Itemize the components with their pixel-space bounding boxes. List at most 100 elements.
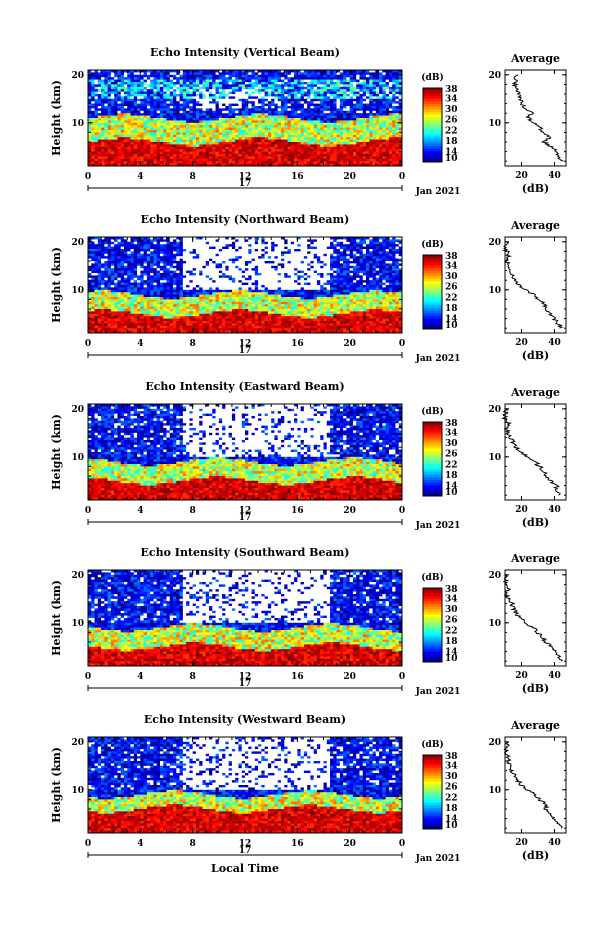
heatmap-cell (108, 87, 112, 90)
heatmap-cell (199, 140, 203, 143)
heatmap-cell (359, 132, 363, 135)
heatmap-cell (268, 82, 272, 85)
heatmap-cell (284, 256, 288, 259)
heatmap-cell (137, 249, 141, 252)
heatmap-cell (144, 130, 148, 133)
heatmap-cell (366, 144, 370, 147)
heatmap-cell (183, 123, 187, 126)
heatmap-cell (193, 259, 197, 262)
heatmap-cell (382, 128, 386, 131)
heatmap-cell (314, 147, 318, 150)
heatmap-cell (255, 244, 259, 247)
heatmap-cell (307, 111, 311, 114)
heatmap-cell (180, 89, 184, 92)
heatmap-cell (252, 239, 256, 242)
heatmap-cell (382, 118, 386, 121)
heatmap-cell (124, 125, 128, 128)
heatmap-cell (330, 161, 334, 164)
heatmap-cell (104, 147, 108, 150)
heatmap-cell (222, 242, 226, 245)
heatmap-cell (317, 147, 321, 150)
heatmap-cell (186, 94, 190, 97)
heatmap-cell (108, 108, 112, 111)
heatmap-cell (274, 101, 278, 104)
heatmap-cell (157, 82, 161, 85)
heatmap-cell (278, 159, 282, 162)
heatmap-cell (206, 113, 210, 116)
heatmap-cell (222, 144, 226, 147)
heatmap-cell (346, 147, 350, 150)
heatmap-cell (117, 72, 121, 75)
heatmap-cell (386, 106, 390, 109)
heatmap-cell (134, 261, 138, 264)
heatmap-cell (150, 154, 154, 157)
heatmap-cell (268, 125, 272, 128)
heatmap-cell (170, 244, 174, 247)
heatmap-cell (153, 256, 157, 259)
heatmap-cell (330, 80, 334, 83)
heatmap-cell (157, 94, 161, 97)
heatmap-cell (274, 149, 278, 152)
heatmap-cell (284, 87, 288, 90)
heatmap-cell (245, 242, 249, 245)
heatmap-cell (150, 244, 154, 247)
heatmap-cell (157, 152, 161, 155)
heatmap-cell (324, 108, 328, 111)
heatmap-cell (261, 149, 265, 152)
heatmap-cell (216, 154, 220, 157)
heatmap-cell (376, 118, 380, 121)
heatmap-cell (134, 89, 138, 92)
heatmap-cell (337, 128, 341, 131)
heatmap-cell (153, 111, 157, 114)
heatmap-cell (255, 87, 259, 90)
heatmap-cell (167, 256, 171, 259)
heatmap-cell (95, 125, 99, 128)
heatmap-cell (343, 116, 347, 119)
heatmap-cell (225, 154, 229, 157)
heatmap-cell (307, 113, 311, 116)
heatmap-cell (327, 108, 331, 111)
heatmap-cell (255, 128, 259, 131)
heatmap-cell (356, 140, 360, 143)
heatmap-cell (363, 142, 367, 145)
heatmap-cell (284, 249, 288, 252)
heatmap-cell (320, 89, 324, 92)
heatmap-cell (111, 101, 115, 104)
heatmap-cell (134, 108, 138, 111)
heatmap-cell (317, 104, 321, 107)
heatmap-cell (232, 137, 236, 140)
heatmap-cell (157, 72, 161, 75)
heatmap-cell (363, 147, 367, 150)
heatmap-cell (180, 72, 184, 75)
heatmap-cell (255, 84, 259, 87)
heatmap-cell (369, 152, 373, 155)
colorbar-swatch (423, 130, 442, 133)
heatmap-cell (127, 130, 131, 133)
heatmap-cell (359, 144, 363, 147)
heatmap-cell (284, 111, 288, 114)
heatmap-cell (199, 120, 203, 123)
heatmap-cell (235, 156, 239, 159)
heatmap-cell (101, 130, 105, 133)
heatmap-cell (124, 82, 128, 85)
heatmap-cell (359, 152, 363, 155)
heatmap-cell (173, 111, 177, 114)
heatmap-cell (216, 247, 220, 250)
heatmap-cell (206, 99, 210, 102)
heatmap-cell (392, 116, 396, 119)
heatmap-cell (252, 152, 256, 155)
heatmap-cell (104, 130, 108, 133)
heatmap-cell (359, 128, 363, 131)
heatmap-cell (340, 159, 344, 162)
heatmap-cell (278, 152, 282, 155)
heatmap-cell (104, 251, 108, 254)
heatmap-cell (343, 80, 347, 83)
heatmap-cell (389, 101, 393, 104)
heatmap-cell (258, 135, 262, 138)
heatmap-cell (258, 75, 262, 78)
heatmap-cell (366, 75, 370, 78)
heatmap-cell (386, 99, 390, 102)
heatmap-cell (356, 94, 360, 97)
heatmap-cell (91, 144, 95, 147)
heatmap-cell (163, 142, 167, 145)
